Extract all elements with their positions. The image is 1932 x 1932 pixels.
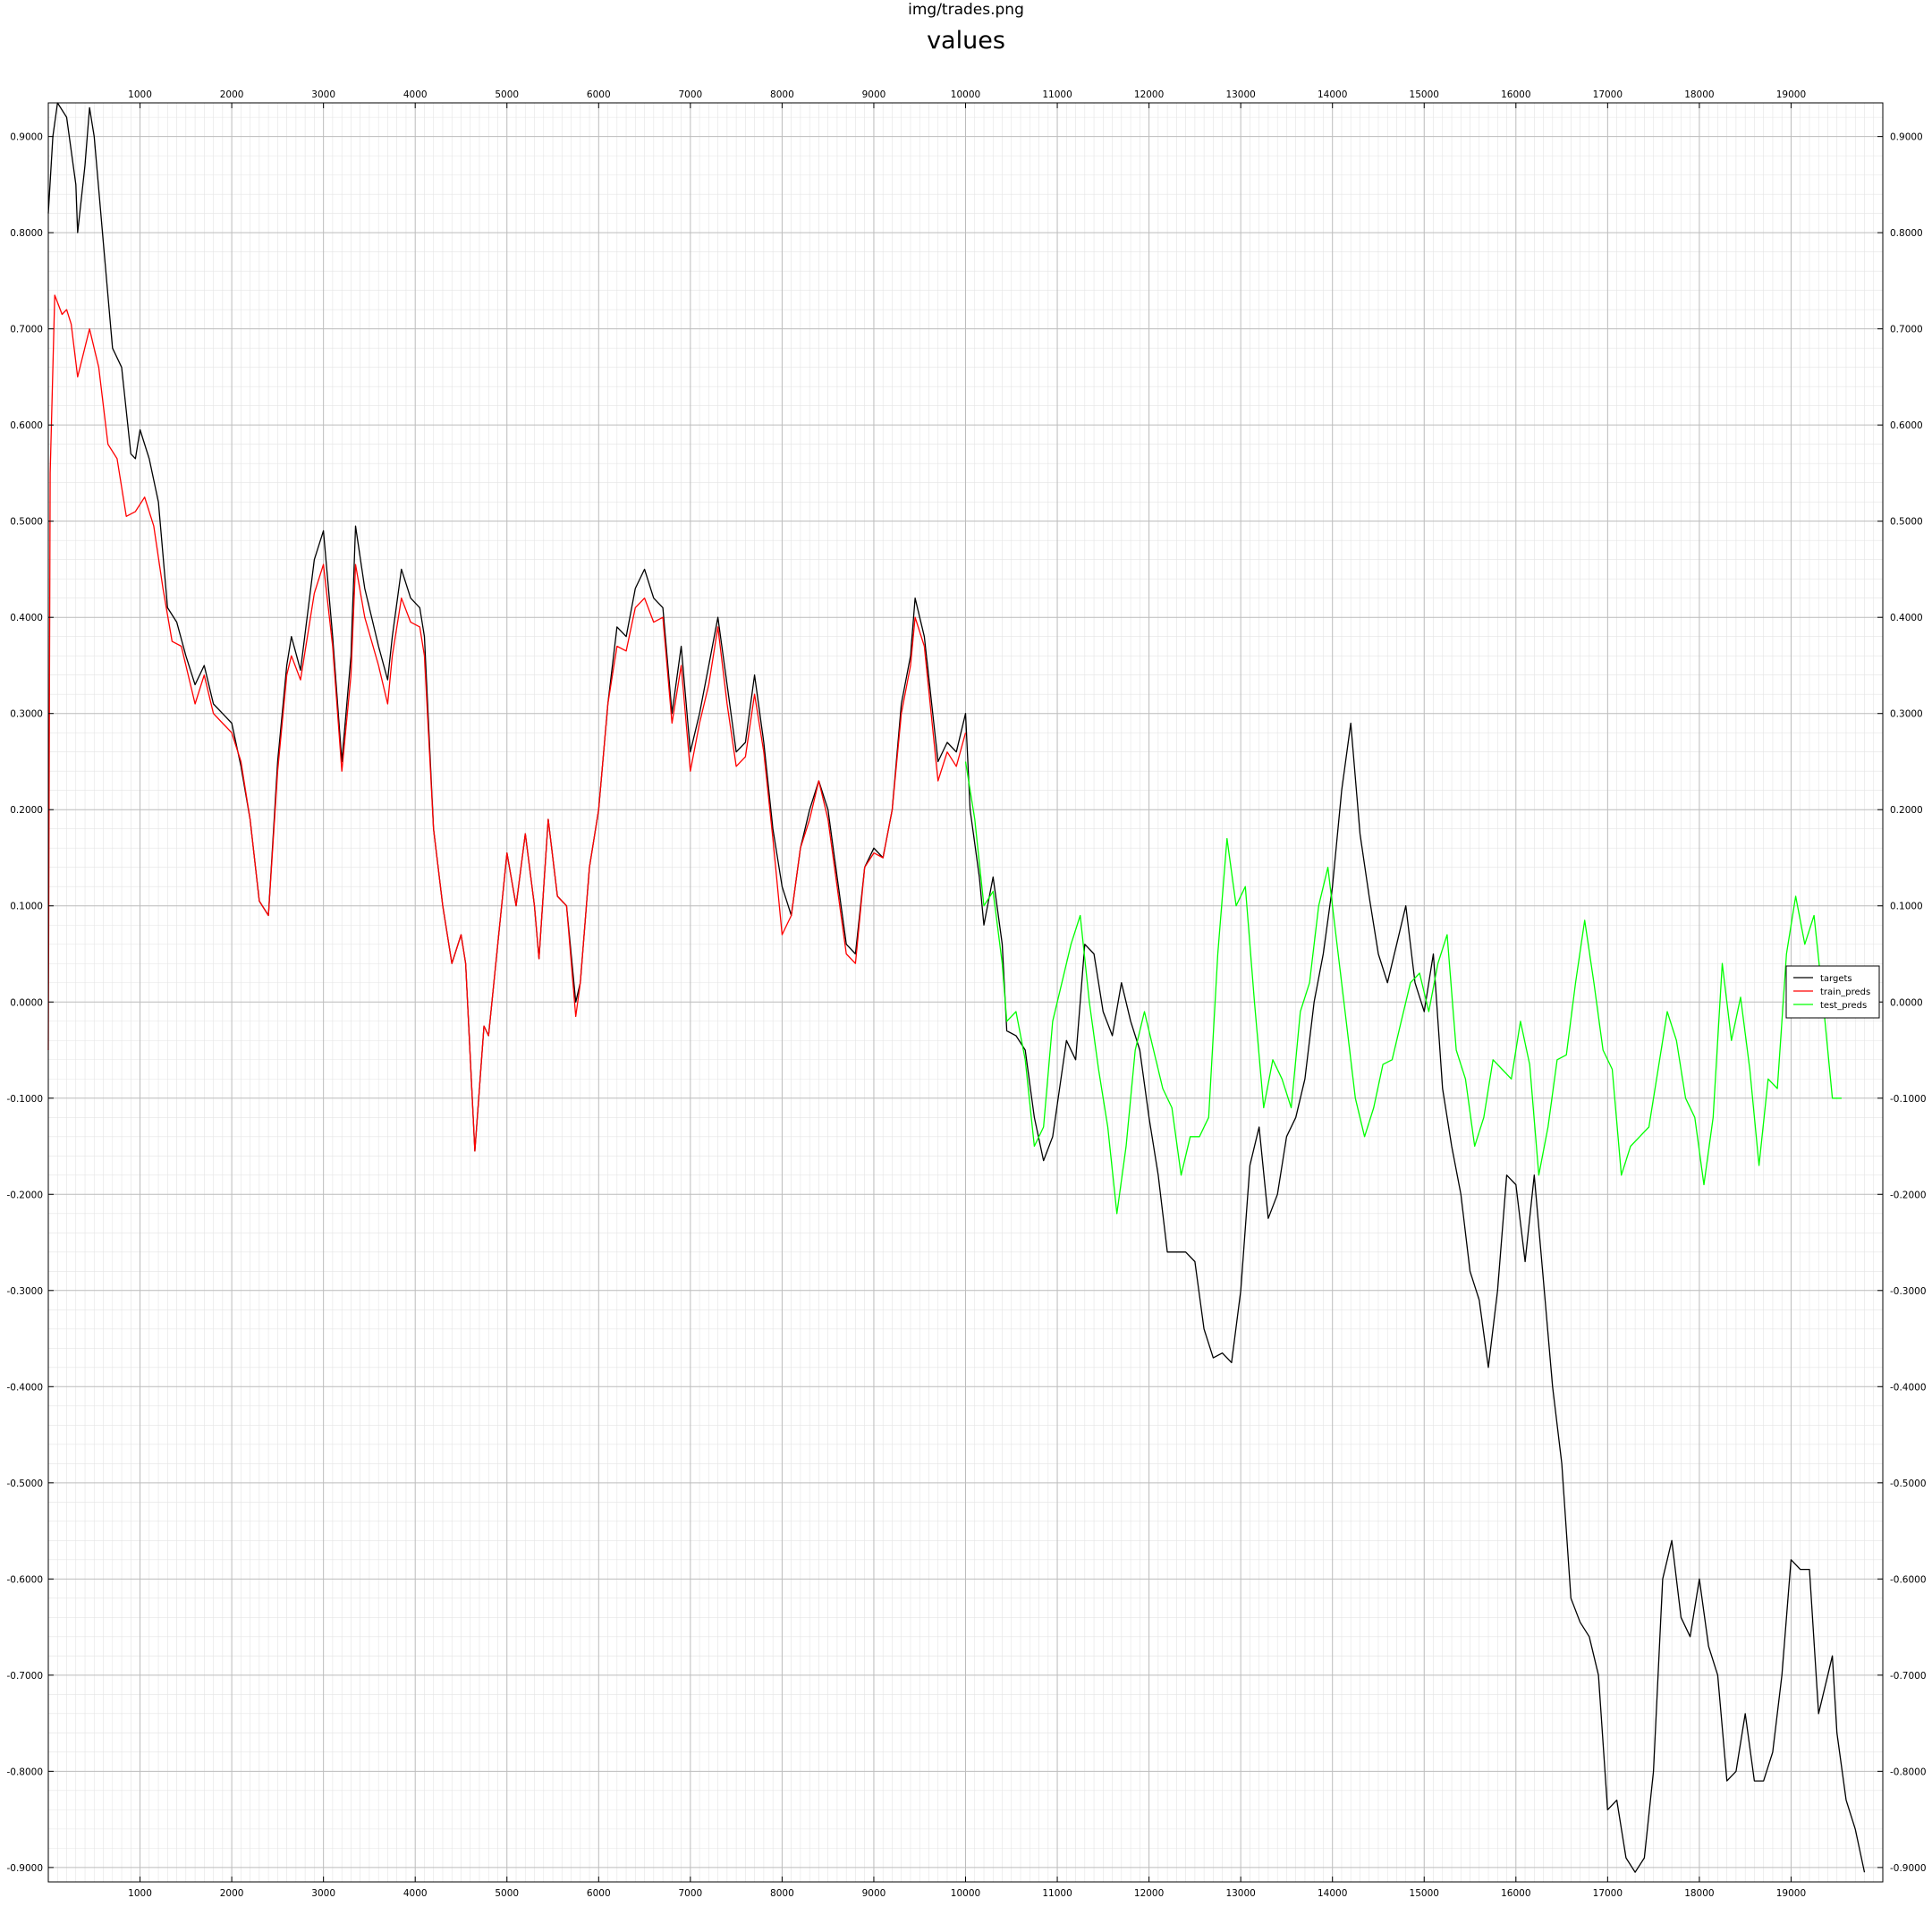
x-tick-label-bottom: 6000 xyxy=(587,1888,611,1899)
x-tick-label-bottom: 10000 xyxy=(951,1888,980,1899)
x-tick-label-bottom: 17000 xyxy=(1593,1888,1623,1899)
x-tick-label-top: 15000 xyxy=(1410,89,1439,100)
y-tick-label-right: -0.9000 xyxy=(1890,1863,1927,1874)
y-tick-label-left: -0.3000 xyxy=(6,1286,43,1297)
y-tick-label-right: -0.3000 xyxy=(1890,1286,1927,1297)
y-tick-label-left: 0.0000 xyxy=(10,997,43,1008)
x-tick-label-bottom: 19000 xyxy=(1776,1888,1806,1899)
y-tick-label-left: 0.9000 xyxy=(10,132,43,143)
x-tick-label-top: 4000 xyxy=(403,89,428,100)
x-tick-label-top: 8000 xyxy=(770,89,794,100)
y-tick-label-right: 0.5000 xyxy=(1890,517,1923,528)
x-tick-label-bottom: 13000 xyxy=(1225,1888,1255,1899)
series-line-train_preds xyxy=(47,294,967,1152)
y-tick-label-left: 0.1000 xyxy=(10,902,43,912)
legend-label-train_preds: train_preds xyxy=(1820,987,1870,997)
x-tick-label-bottom: 15000 xyxy=(1410,1888,1439,1899)
y-tick-label-left: 0.3000 xyxy=(10,709,43,720)
y-tick-label-right: -0.2000 xyxy=(1890,1190,1927,1200)
x-tick-label-bottom: 14000 xyxy=(1318,1888,1347,1899)
x-tick-label-bottom: 5000 xyxy=(495,1888,519,1899)
series-line-targets xyxy=(47,102,1866,1873)
y-tick-label-right: 0.7000 xyxy=(1890,325,1923,335)
y-tick-label-left: 0.4000 xyxy=(10,613,43,623)
x-tick-label-bottom: 3000 xyxy=(311,1888,335,1899)
x-tick-label-top: 7000 xyxy=(678,89,702,100)
x-tick-label-top: 18000 xyxy=(1684,89,1714,100)
x-tick-label-bottom: 2000 xyxy=(220,1888,244,1899)
x-tick-label-top: 2000 xyxy=(220,89,244,100)
x-tick-label-bottom: 12000 xyxy=(1134,1888,1164,1899)
x-tick-label-top: 1000 xyxy=(128,89,152,100)
ticks-layer: 1000 1000 2000 2000 3000 3000 4000 4000 5000 5000… xyxy=(6,89,1926,1899)
x-tick-label-bottom: 1000 xyxy=(128,1888,152,1899)
y-tick-label-right: -0.1000 xyxy=(1890,1094,1927,1105)
y-tick-label-left: 0.2000 xyxy=(10,805,43,816)
series-layer xyxy=(47,102,1866,1873)
y-tick-label-left: 0.6000 xyxy=(10,420,43,431)
y-tick-label-right: -0.7000 xyxy=(1890,1671,1927,1682)
y-tick-label-left: 0.8000 xyxy=(10,228,43,239)
y-tick-label-left: -0.4000 xyxy=(6,1382,43,1393)
x-tick-label-bottom: 8000 xyxy=(770,1888,794,1899)
x-tick-label-top: 13000 xyxy=(1225,89,1255,100)
y-tick-label-left: -0.5000 xyxy=(6,1479,43,1489)
major-grid xyxy=(48,103,1883,1882)
x-tick-label-bottom: 7000 xyxy=(678,1888,702,1899)
y-tick-label-right: 0.1000 xyxy=(1890,902,1923,912)
y-tick-label-right: 0.6000 xyxy=(1890,420,1923,431)
chart-title: values xyxy=(927,27,1005,55)
y-tick-label-left: -0.6000 xyxy=(6,1574,43,1585)
y-tick-label-right: 0.8000 xyxy=(1890,228,1923,239)
x-tick-label-top: 14000 xyxy=(1318,89,1347,100)
x-tick-label-bottom: 9000 xyxy=(862,1888,886,1899)
y-tick-label-right: 0.4000 xyxy=(1890,613,1923,623)
legend-box xyxy=(1785,965,1880,1019)
y-tick-label-right: -0.4000 xyxy=(1890,1382,1927,1393)
legend-label-test_preds: test_preds xyxy=(1820,1001,1867,1011)
y-tick-label-right: 0.2000 xyxy=(1890,805,1923,816)
y-tick-label-right: 0.3000 xyxy=(1890,709,1923,720)
y-tick-label-right: -0.6000 xyxy=(1890,1574,1927,1585)
x-tick-label-top: 10000 xyxy=(951,89,980,100)
x-tick-label-bottom: 4000 xyxy=(403,1888,428,1899)
legend: targets train_preds test_preds xyxy=(1785,965,1880,1019)
x-tick-label-top: 12000 xyxy=(1134,89,1164,100)
x-tick-label-bottom: 11000 xyxy=(1042,1888,1072,1899)
x-tick-label-top: 16000 xyxy=(1501,89,1530,100)
x-tick-label-bottom: 16000 xyxy=(1501,1888,1530,1899)
figure-suptitle: img/trades.png xyxy=(908,1,1024,19)
x-tick-label-top: 11000 xyxy=(1042,89,1072,100)
x-tick-label-top: 9000 xyxy=(862,89,886,100)
series-line-test_preds xyxy=(964,761,1842,1215)
x-tick-label-top: 6000 xyxy=(587,89,611,100)
y-tick-label-right: 0.0000 xyxy=(1890,997,1923,1008)
x-tick-label-top: 17000 xyxy=(1593,89,1623,100)
y-tick-label-right: -0.5000 xyxy=(1890,1479,1927,1489)
y-tick-label-right: 0.9000 xyxy=(1890,132,1923,143)
y-tick-label-left: -0.9000 xyxy=(6,1863,43,1874)
x-tick-label-top: 19000 xyxy=(1776,89,1806,100)
y-tick-label-left: 0.5000 xyxy=(10,517,43,528)
legend-label-targets: targets xyxy=(1820,974,1852,984)
y-tick-label-left: 0.7000 xyxy=(10,325,43,335)
y-tick-label-left: -0.8000 xyxy=(6,1767,43,1777)
y-tick-label-left: -0.7000 xyxy=(6,1671,43,1682)
y-tick-label-left: -0.1000 xyxy=(6,1094,43,1105)
y-tick-label-right: -0.8000 xyxy=(1890,1767,1927,1777)
x-tick-label-top: 3000 xyxy=(311,89,335,100)
x-tick-label-top: 5000 xyxy=(495,89,519,100)
y-tick-label-left: -0.2000 xyxy=(6,1190,43,1200)
x-tick-label-bottom: 18000 xyxy=(1684,1888,1714,1899)
